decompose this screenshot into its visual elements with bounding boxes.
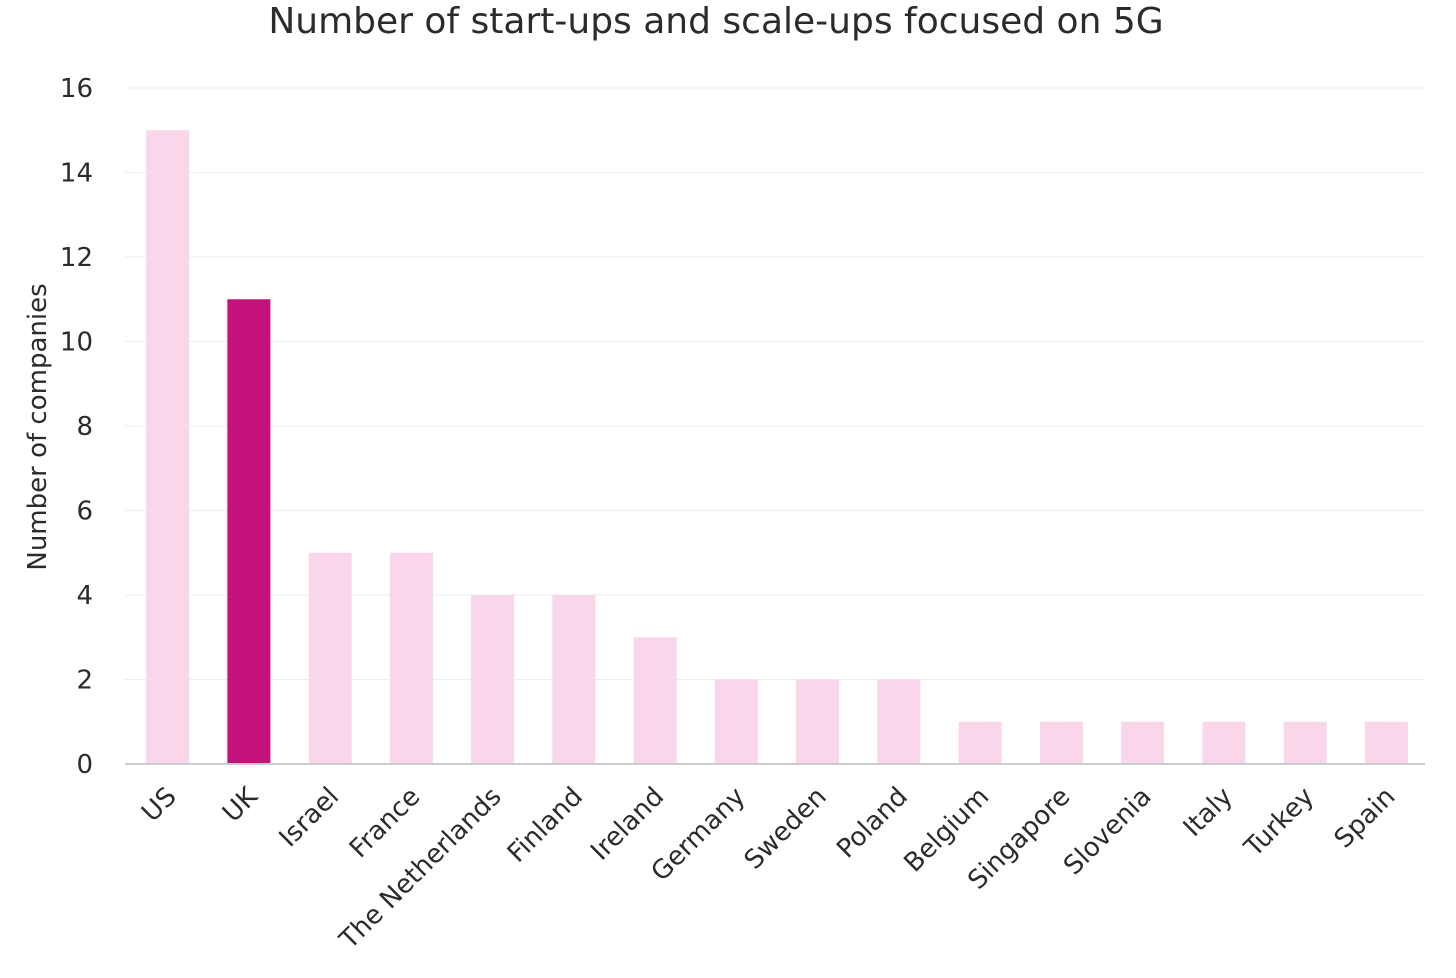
x-tick-label: Turkey	[1238, 782, 1320, 864]
x-tick-label: Finland	[502, 782, 589, 869]
bar-singapore	[1039, 721, 1083, 764]
y-tick-label: 2	[76, 666, 93, 696]
x-tick-label: UK	[217, 781, 264, 828]
chart-title: Number of start-ups and scale-ups focuse…	[268, 1, 1164, 42]
x-tick-label: US	[136, 782, 182, 828]
y-tick-label: 12	[60, 243, 93, 273]
x-tick-label: Spain	[1329, 782, 1402, 855]
y-tick-label: 14	[60, 159, 93, 189]
bar-belgium	[958, 721, 1002, 764]
bar-turkey	[1283, 721, 1327, 764]
y-tick-labels: 0 2 4 6 8 10 12 14 16	[60, 74, 93, 780]
bar-uk	[227, 299, 271, 764]
x-tick-label: Israel	[274, 782, 345, 853]
bars	[146, 130, 1408, 764]
x-tick-label: France	[344, 782, 426, 864]
bar-germany	[714, 679, 758, 764]
y-tick-label: 6	[76, 497, 93, 527]
bar-italy	[1202, 721, 1246, 764]
bar-the-netherlands	[471, 595, 515, 764]
bar-us	[146, 130, 190, 764]
y-tick-label: 8	[76, 412, 93, 442]
bar-poland	[877, 679, 921, 764]
bar-sweden	[796, 679, 840, 764]
x-tick-label: Italy	[1178, 782, 1239, 843]
y-tick-label: 10	[60, 328, 93, 358]
bar-slovenia	[1121, 721, 1165, 764]
y-tick-label: 16	[60, 74, 93, 104]
bar-israel	[308, 552, 352, 764]
x-tick-label: Poland	[831, 782, 914, 865]
x-tick-label: Sweden	[739, 782, 833, 876]
y-axis-label: Number of companies	[23, 283, 53, 570]
bar-finland	[552, 595, 596, 764]
y-tick-label: 0	[76, 750, 93, 780]
x-tick-label: Slovenia	[1058, 782, 1157, 881]
bar-spain	[1364, 721, 1408, 764]
bar-france	[389, 552, 433, 764]
bar-ireland	[633, 637, 677, 764]
y-tick-label: 4	[76, 581, 93, 611]
